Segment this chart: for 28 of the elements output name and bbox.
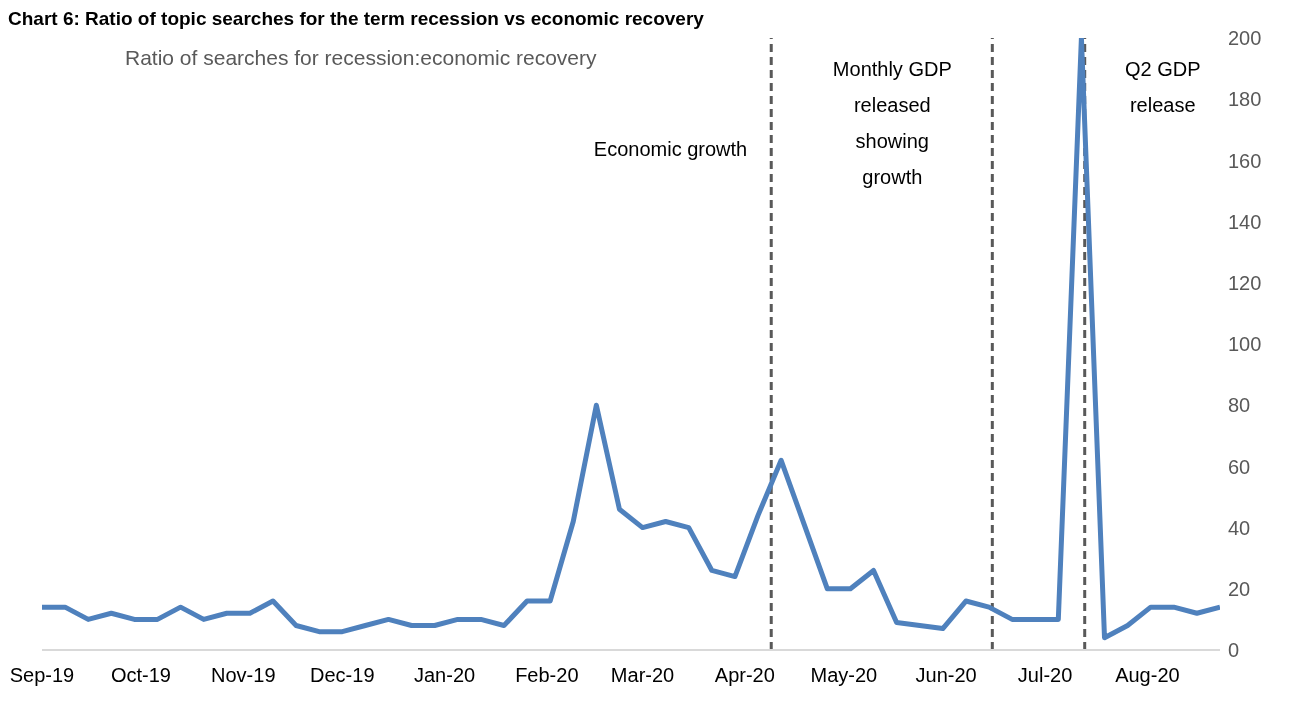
y-tick-label: 20 (1228, 577, 1251, 600)
y-tick-label: 140 (1228, 210, 1262, 233)
x-tick-label: Mar-20 (610, 664, 675, 687)
y-tick-label: 80 (1228, 394, 1251, 417)
y-tick-label: 100 (1228, 333, 1262, 356)
x-tick-label: Jan-20 (413, 664, 476, 687)
y-tick-label: 160 (1228, 149, 1262, 172)
x-tick-label: Jun-20 (915, 664, 977, 687)
chart-title: Chart 6: Ratio of topic searches for the term recession vs economic recovery (8, 8, 704, 29)
y-tick-label: 120 (1228, 271, 1262, 294)
ref-line-label: Monthly GDP released showing growth (832, 58, 952, 188)
y-tick-label: 40 (1228, 516, 1251, 539)
y-tick-label: 0 (1228, 639, 1240, 662)
x-tick-label: Nov-19 (211, 664, 276, 687)
ref-line-label: Economic growth (593, 138, 748, 160)
y-tick-label: 60 (1228, 455, 1251, 478)
x-tick-label: Sep-19 (9, 664, 75, 687)
x-tick-label: Feb-20 (515, 664, 579, 687)
ref-line-label: Q2 GDP release (1124, 58, 1201, 116)
chart-subtitle: Ratio of searches for recession:economic recovery (125, 46, 597, 70)
x-tick-label: Oct-19 (110, 664, 172, 687)
x-tick-label: Dec-19 (310, 664, 375, 687)
x-tick-label: Apr-20 (714, 664, 775, 687)
x-tick-label: Jul-20 (1017, 664, 1073, 687)
y-tick-label: 200 (1228, 27, 1262, 50)
y-tick-label: 180 (1228, 88, 1262, 111)
x-tick-label: May-20 (810, 664, 878, 687)
x-tick-label: Aug-20 (1115, 664, 1180, 687)
